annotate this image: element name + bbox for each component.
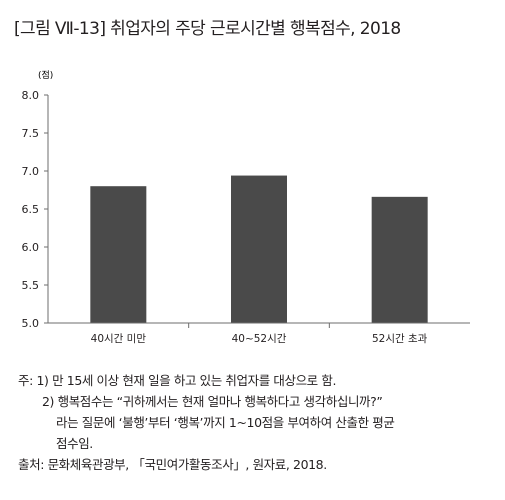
y-tick-label: 5.0: [22, 317, 40, 330]
bar: [371, 196, 428, 323]
note-2: 2) 행복점수는 “귀하께서는 현재 얼마나 행복하다고 생각하십니까?” 라는…: [18, 391, 498, 454]
x-category-label: 40시간 미만: [91, 333, 147, 345]
y-tick-label: 6.0: [22, 241, 40, 254]
y-axis-unit: (점): [38, 69, 53, 81]
bar-chart: (점) 8.0 7.5 7.0 6.5 6.0 5.5 5.0 40시간 미만 40~52시간…: [22, 69, 470, 345]
y-tick-label: 6.5: [22, 203, 40, 216]
x-category-label: 40~52시간: [232, 333, 287, 345]
note-1: 주: 1) 만 15세 이상 현재 일을 하고 있는 취업자를 대상으로 함.: [18, 373, 337, 388]
y-tick-label: 7.0: [22, 165, 40, 178]
bar: [231, 175, 287, 323]
figure-title: [그림 Ⅶ-13] 취업자의 주당 근로시간별 행복점수, 2018: [14, 19, 401, 39]
source-note: 출처: 문화체육관광부, 「국민여가활동조사」, 원자료, 2018.: [18, 457, 327, 472]
note-2-line-1: 2) 행복점수는 “귀하께서는 현재 얼마나 행복하다고 생각하십니까?”: [42, 394, 383, 409]
y-tick-label: 7.5: [22, 127, 40, 140]
y-tick-label: 5.5: [22, 279, 40, 292]
bar: [90, 186, 147, 323]
x-category-label: 52시간 초과: [372, 333, 428, 345]
y-tick-label: 8.0: [22, 89, 40, 102]
note-2-line-3: 점수임.: [56, 436, 93, 451]
figure-notes: 주: 1) 만 15세 이상 현재 일을 하고 있는 취업자를 대상으로 함. …: [18, 370, 498, 475]
note-2-line-2: 라는 질문에 ‘불행’부터 ‘행복’까지 1~10점을 부여하여 산출한 평균: [56, 415, 395, 430]
